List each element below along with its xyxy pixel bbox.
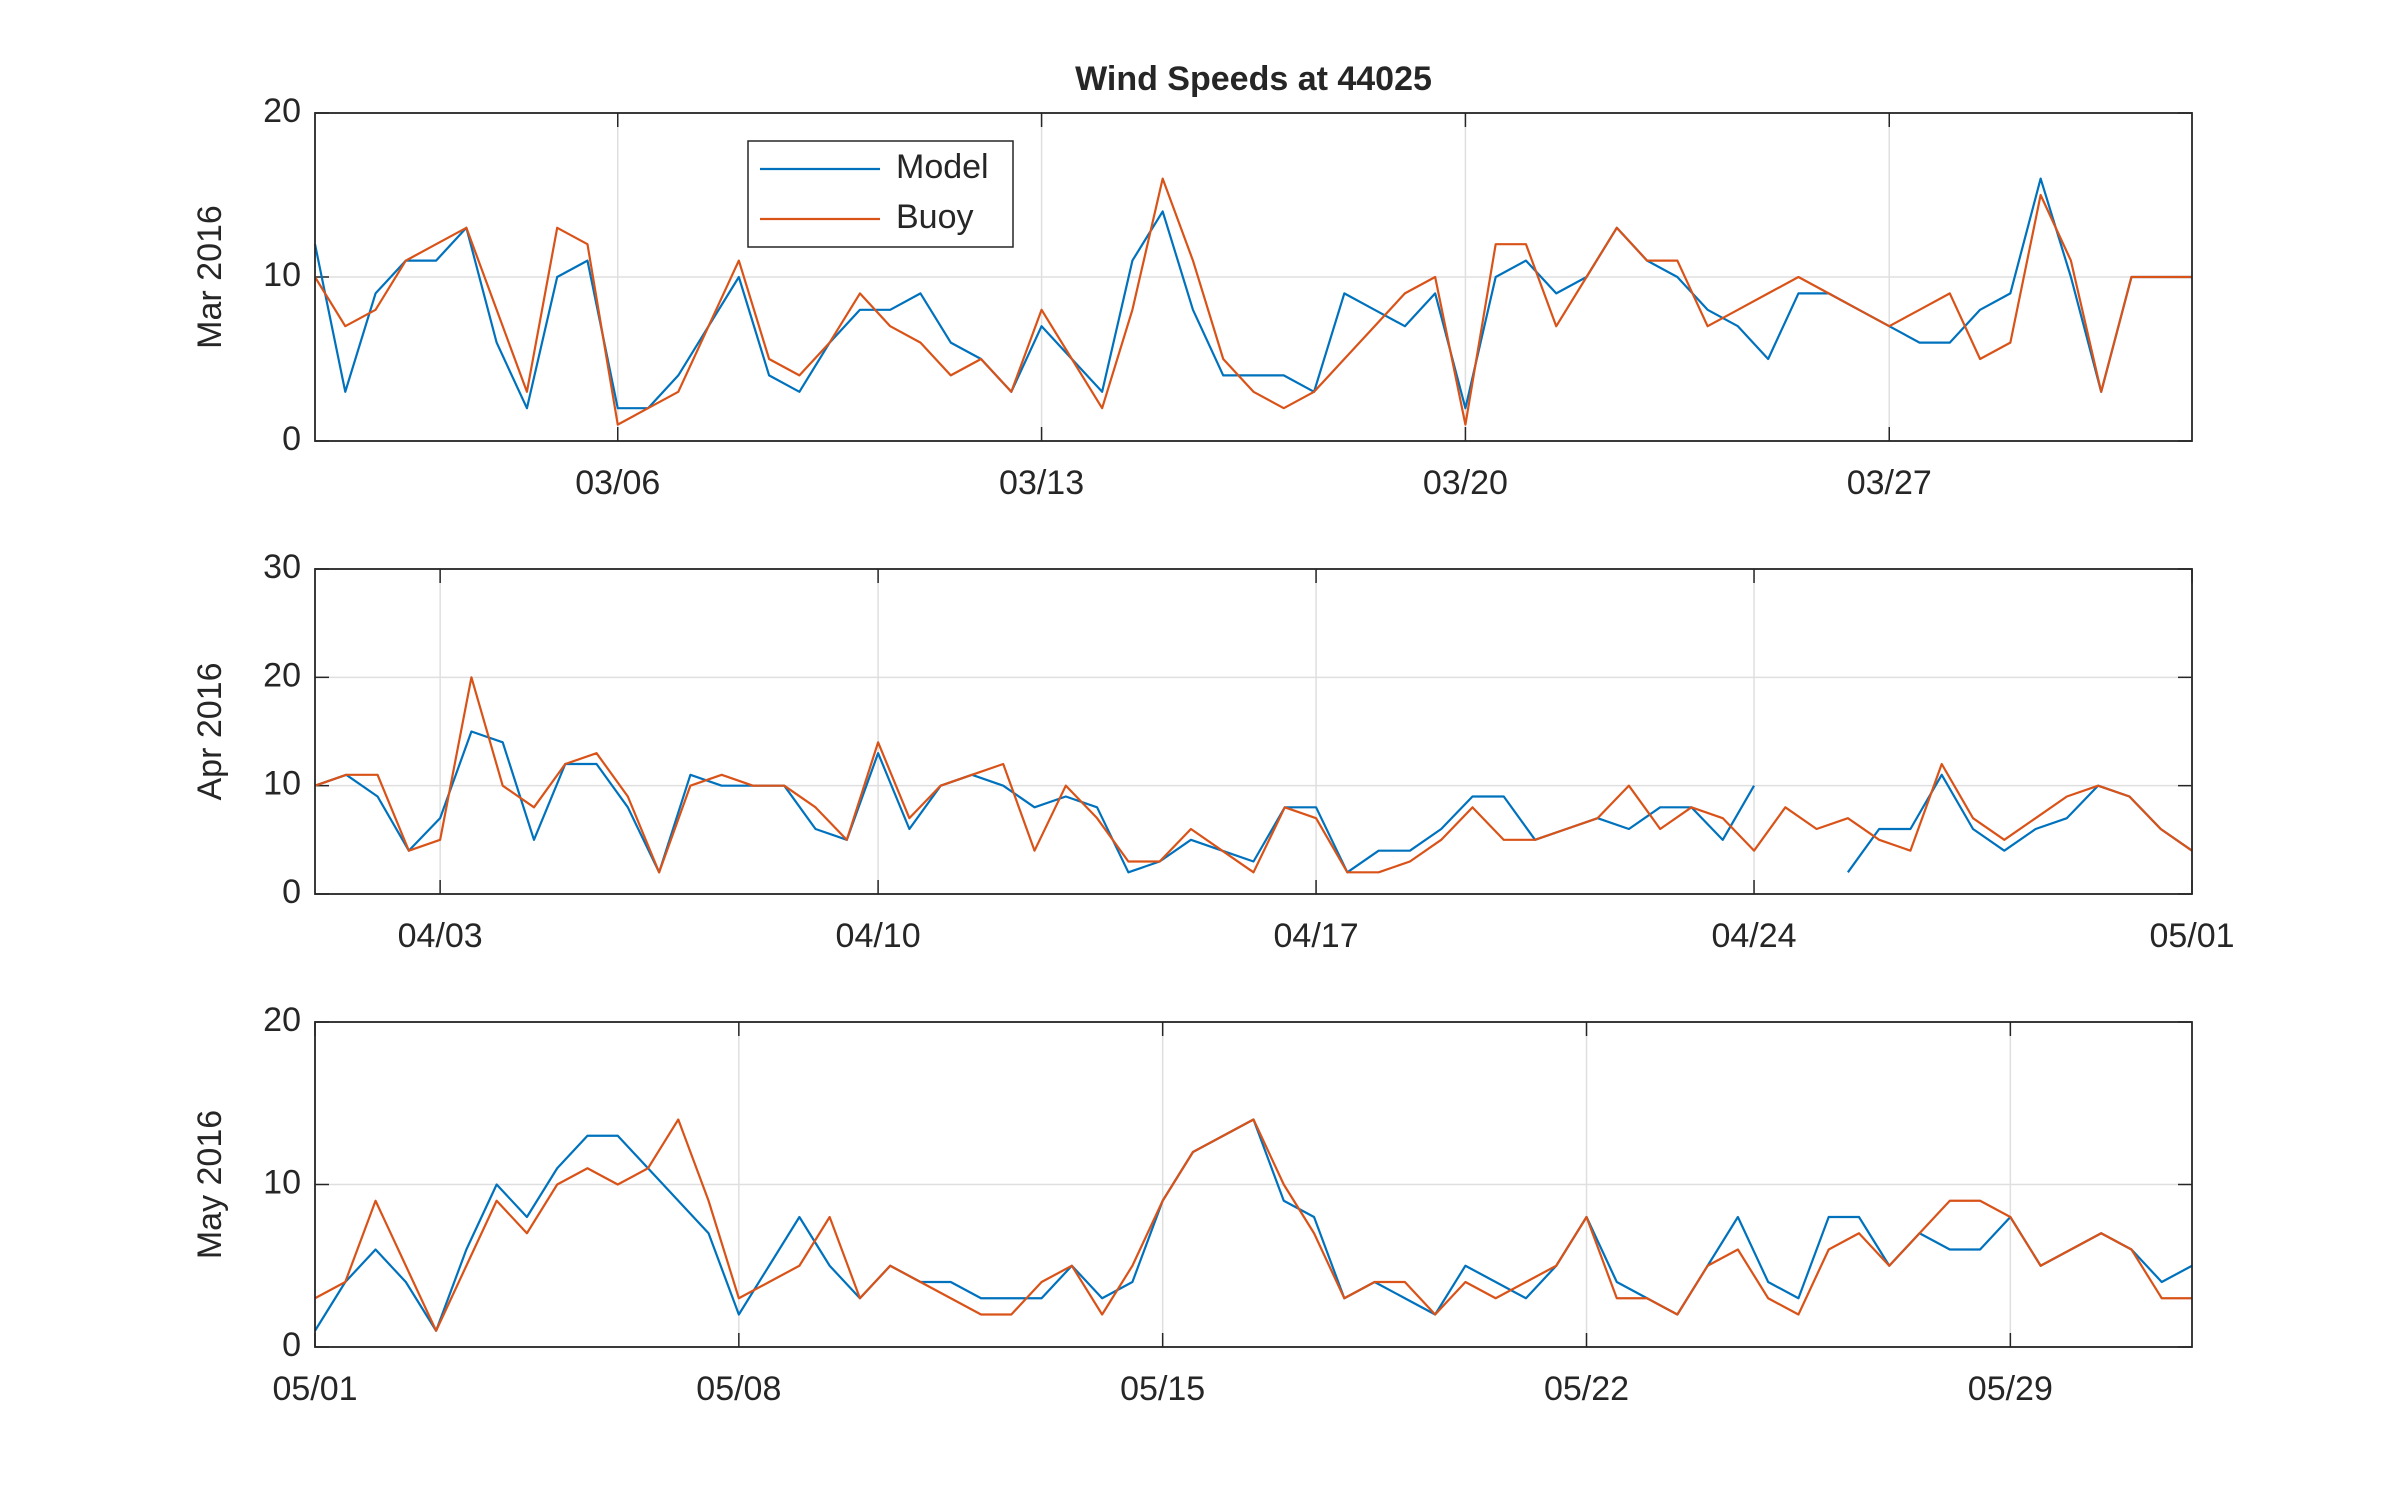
x-tick-label: 05/15 — [1120, 1370, 1205, 1408]
y-tick-label: 20 — [263, 656, 301, 694]
x-tick-label: 03/13 — [999, 464, 1084, 502]
x-tick-label: 05/01 — [2149, 917, 2234, 955]
legend-label: Buoy — [896, 198, 974, 236]
x-tick-label: 05/29 — [1968, 1370, 2053, 1408]
y-tick-label: 10 — [263, 765, 301, 803]
data-line — [314, 676, 2193, 874]
y-tick-label: 10 — [263, 256, 301, 294]
y-tick-label: 20 — [263, 1001, 301, 1039]
y-tick-label: 10 — [263, 1163, 301, 1201]
x-tick-label: 05/08 — [696, 1370, 781, 1408]
data-line — [314, 1118, 2192, 1332]
data-line — [314, 177, 2192, 426]
axes-frame — [314, 568, 2193, 895]
chart-title: Wind Speeds at 44025 — [1075, 60, 1432, 98]
y-tick-label: 0 — [282, 420, 301, 458]
x-tick-label: 05/01 — [272, 1370, 357, 1408]
axes-frame — [314, 1021, 2193, 1348]
legend: Model Buoy — [747, 140, 1014, 248]
y-tick-label: 0 — [282, 1326, 301, 1364]
x-tick-label: 03/06 — [575, 464, 660, 502]
y-tick-label: 0 — [282, 873, 301, 911]
x-tick-label: 04/17 — [1274, 917, 1359, 955]
x-tick-label: 05/22 — [1544, 1370, 1629, 1408]
y-axis-label: Apr 2016 — [191, 663, 229, 801]
x-tick-label: 03/20 — [1423, 464, 1508, 502]
y-axis-label: Mar 2016 — [191, 205, 229, 349]
axes-frame — [314, 112, 2193, 442]
x-tick-label: 04/03 — [398, 917, 483, 955]
legend-box — [747, 140, 1014, 248]
x-tick-label: 03/27 — [1847, 464, 1932, 502]
y-tick-label: 20 — [263, 92, 301, 130]
legend-label: Model — [896, 148, 989, 186]
y-axis-label: May 2016 — [191, 1110, 229, 1259]
x-tick-label: 04/24 — [1711, 917, 1796, 955]
y-tick-label: 30 — [263, 548, 301, 586]
x-tick-label: 04/10 — [836, 917, 921, 955]
plot-area — [315, 569, 2192, 894]
